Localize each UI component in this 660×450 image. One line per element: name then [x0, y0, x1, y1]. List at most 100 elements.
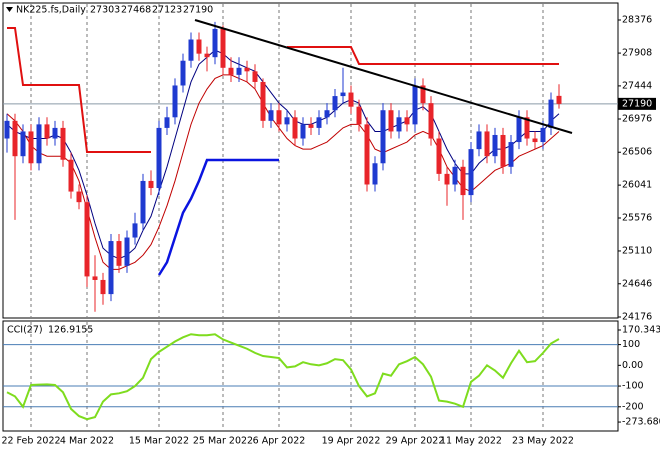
candle-body [380, 110, 386, 164]
candle-body [100, 279, 106, 295]
candle-body [4, 120, 10, 139]
candle-body [388, 110, 394, 132]
candle-body [268, 110, 274, 121]
candle-body [476, 131, 482, 150]
candle-body [108, 241, 114, 295]
x-tick-label: 23 May 2022 [512, 436, 574, 447]
candle-body [332, 96, 338, 111]
symbol-label: NK225.fs,Daily [16, 5, 86, 16]
candle-body [188, 39, 194, 61]
candle-body [44, 124, 50, 139]
candle-body [212, 28, 218, 58]
candle-body [172, 85, 178, 118]
candle-body [532, 138, 538, 143]
candle-body [180, 60, 186, 86]
candle-body [492, 134, 498, 157]
y-tick-label: 26506 [622, 147, 652, 158]
candle-body [372, 163, 378, 185]
y-tick-label: 25576 [622, 213, 652, 224]
y-tick-label: 27444 [622, 80, 652, 91]
candle-body [420, 85, 426, 104]
candle-body [252, 71, 258, 82]
candle-body [60, 127, 66, 160]
y-tick-label: 24176 [622, 312, 652, 323]
candle-body [508, 142, 514, 167]
candle-body [324, 110, 330, 118]
candle-body [284, 117, 290, 125]
candle-body [236, 67, 242, 75]
candle-body [436, 138, 442, 174]
candle-body [156, 127, 162, 189]
y-tick-label: 24646 [622, 278, 652, 289]
y-tick-label: 27908 [622, 48, 652, 59]
candle-body [308, 124, 314, 128]
close-label: 27190 [183, 5, 213, 16]
candle-body [340, 92, 346, 97]
cci-y-tick-label: -200 [622, 401, 644, 412]
candle-body [484, 131, 490, 157]
cci-value: 126.9155 [48, 325, 93, 336]
candle-body [148, 180, 154, 189]
open-label: 27303 [90, 5, 120, 16]
candle-body [468, 149, 474, 196]
candle-body [68, 159, 74, 192]
candle-body [260, 81, 266, 121]
x-tick-label: 29 Apr 2022 [386, 436, 445, 447]
x-tick-label: 11 May 2022 [440, 436, 502, 447]
candle-body [28, 131, 34, 164]
overlay-line [6, 74, 560, 270]
candle-body [132, 223, 138, 238]
candle-body [356, 106, 362, 125]
candle-body [452, 166, 458, 185]
cci-line [6, 333, 560, 421]
candle-body [76, 191, 82, 203]
x-tick-label: 4 Mar 2022 [60, 436, 114, 447]
candle-body [292, 117, 298, 139]
candle-body [36, 124, 42, 164]
cci-y-tick-label: -273.6809 [622, 417, 660, 428]
x-tick-label: 6 Apr 2022 [253, 436, 306, 447]
candle-body [12, 120, 18, 157]
collapse-icon [6, 7, 13, 12]
candle-body [196, 39, 202, 54]
candle-body [316, 117, 322, 128]
cci-y-tick-label: 100 [622, 339, 640, 350]
cci-y-tick-label: -100 [622, 381, 644, 392]
candle-body [460, 166, 466, 196]
candle-body [116, 241, 122, 266]
candle-body [540, 127, 546, 143]
x-tick-label: 15 Mar 2022 [129, 436, 189, 447]
candle-body [220, 28, 226, 68]
candle-body [140, 180, 146, 224]
candle-body [396, 117, 402, 132]
candle-body [164, 117, 170, 128]
candle-body [52, 127, 58, 139]
y-tick-label: 26041 [622, 180, 652, 191]
cci-pane-frame [2, 320, 619, 432]
candle-body [444, 173, 450, 185]
high-label: 27468 [121, 5, 151, 16]
current-price-label: 27190 [622, 98, 652, 109]
candle-body [524, 117, 530, 139]
candle-body [20, 131, 26, 157]
price-pane-frame [2, 2, 619, 319]
y-tick-label: 28376 [622, 14, 652, 25]
overlay-line [157, 158, 279, 276]
candle-body [244, 67, 250, 72]
candle-body [364, 124, 370, 185]
candle-body [428, 103, 434, 139]
x-tick-label: 22 Feb 2022 [1, 436, 60, 447]
y-tick-label: 26976 [622, 113, 652, 124]
x-tick-label: 19 Apr 2022 [322, 436, 381, 447]
candle-body [348, 92, 354, 107]
cci-label: CCI(27) [7, 325, 43, 336]
candle-body [300, 124, 306, 139]
cci-y-tick-label: 170.3435 [622, 325, 660, 336]
overlay-line [7, 26, 559, 153]
trendline [194, 19, 573, 134]
candle-body [228, 67, 234, 75]
overlay-line [6, 49, 560, 260]
candle-body [412, 85, 418, 125]
candle-body [500, 134, 506, 167]
